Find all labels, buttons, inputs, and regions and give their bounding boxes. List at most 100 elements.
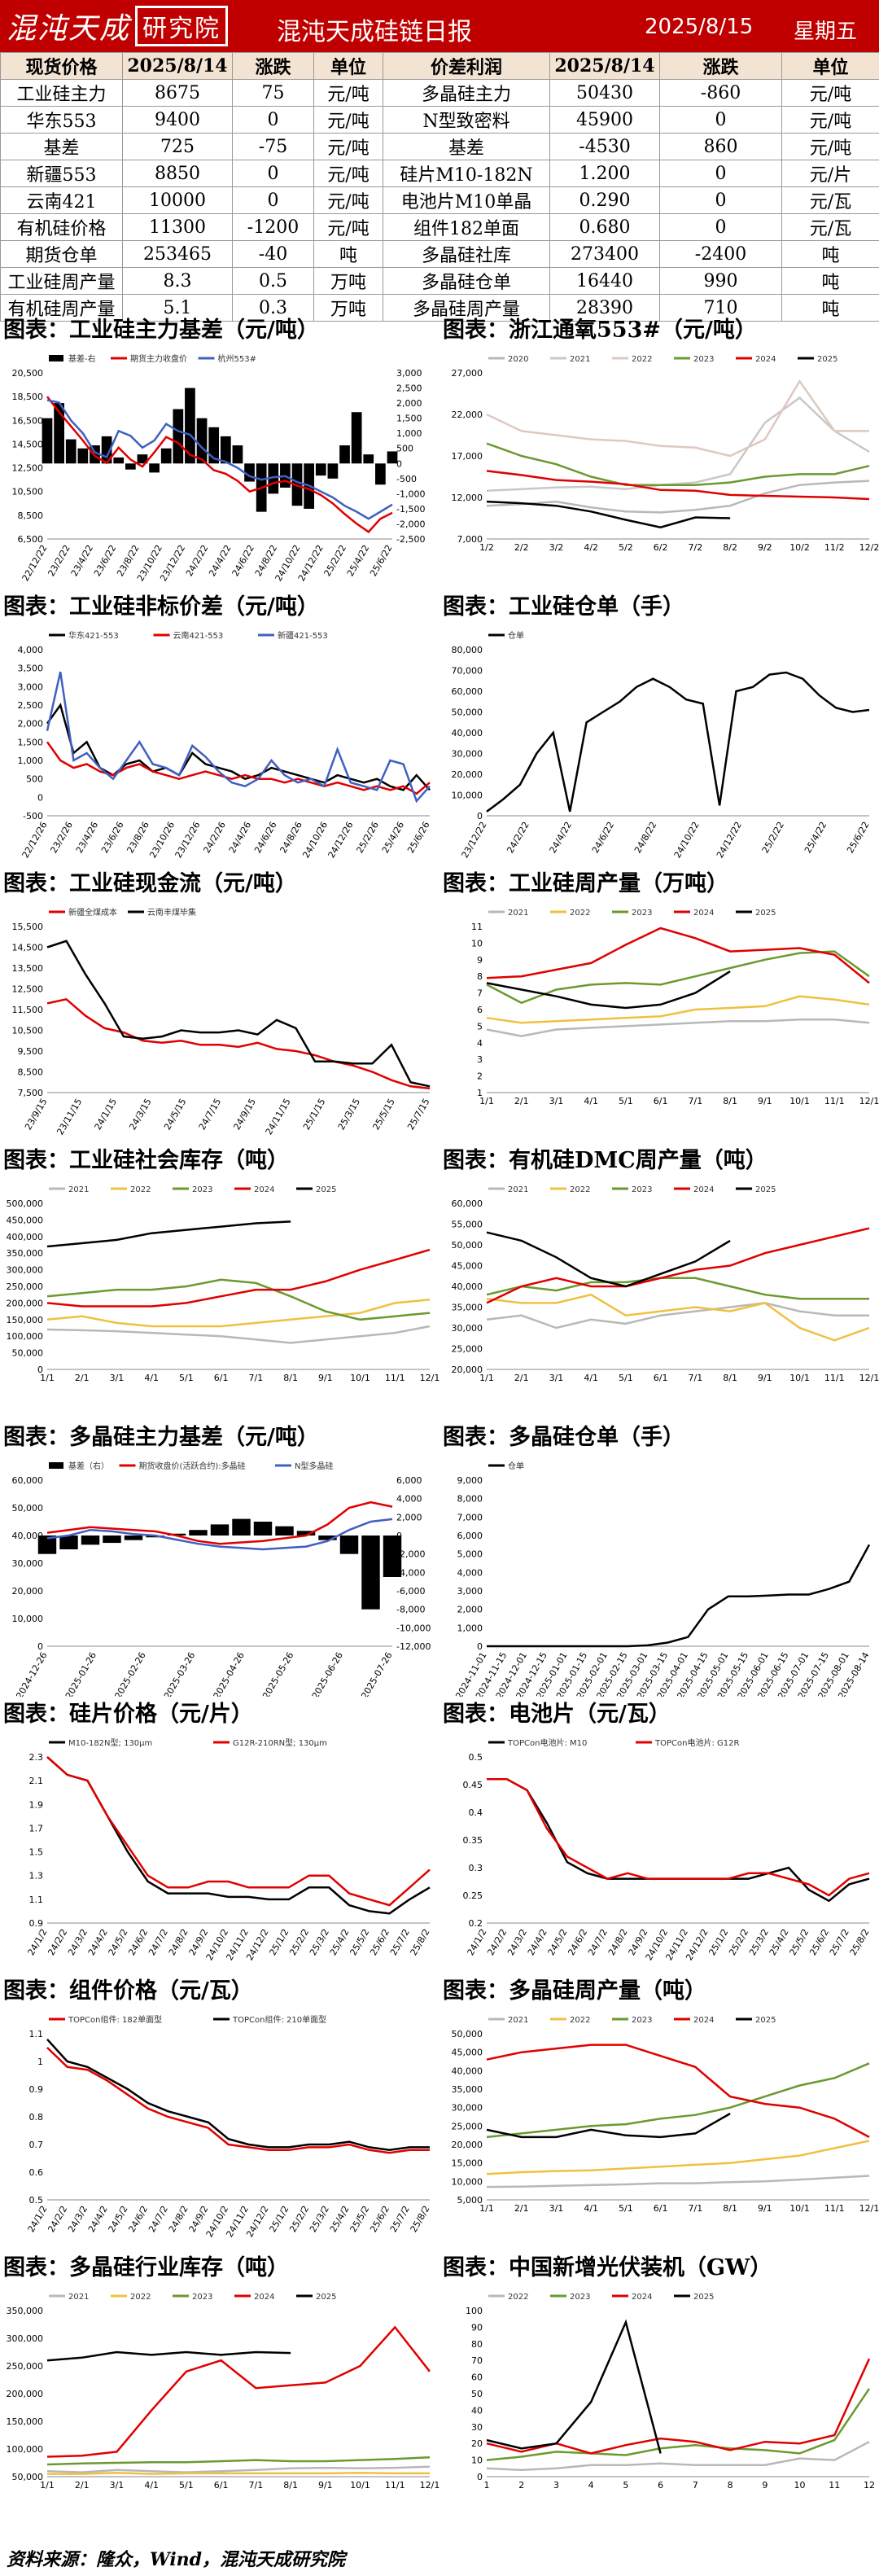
x-tick-label: 25/5/15 (370, 1097, 396, 1132)
legend-item: 2024 (736, 355, 776, 364)
bar-mark (351, 412, 362, 464)
chart-svg: 基差（右） 期货收盘价(活跃合约):多晶硅 N型多晶硅 0 10,000 20,000 30… (12, 1461, 431, 1697)
legend-label: 2023 (632, 2016, 652, 2025)
table-row: 华东553 9400 0 元/吨 N型致密料 45900 0 元/吨 (0, 106, 879, 134)
series-line (46, 1500, 393, 1545)
x-tick-label: 4/1 (144, 1373, 159, 1383)
x-tick-label: 11/1 (385, 2480, 405, 2491)
legend-item: 云南421-553 (153, 630, 223, 641)
legend-item: 2022 (550, 2016, 590, 2025)
y-tick-label: 45,000 (452, 2048, 483, 2058)
x-tick-label: 6/2 (654, 542, 668, 553)
legend-item: 2021 (49, 2293, 89, 2302)
series-line (487, 1544, 871, 1648)
y-tick-label: 2,000 (18, 719, 44, 729)
series-line (46, 2465, 431, 2473)
legend-item: M10-182N型; 130μm (49, 1737, 152, 1748)
chart-title: 图表：多晶硅主力基差（元/吨） (3, 1425, 319, 1450)
y-tick-label: 100 (466, 2306, 483, 2316)
table-cell: 元/吨 (313, 160, 383, 187)
x-tick-label: 6 (658, 2480, 663, 2491)
x-tick-label: 11/1 (385, 1373, 405, 1383)
x-tick-label: 25/2/22 (760, 820, 786, 855)
x-tick-label: 25/6/22 (845, 820, 871, 855)
x-tick-label: 3/1 (549, 2203, 564, 2214)
x-tick-label: 22/12/22 (20, 543, 50, 583)
report-weekday: 星期五 (794, 20, 858, 44)
series-line (486, 2140, 870, 2175)
legend-item: N型多晶硅 (275, 1461, 333, 1471)
legend-item: 基差（右） (49, 1461, 109, 1471)
series-line (486, 470, 870, 501)
y-tick-label: 3,000 (457, 1586, 483, 1597)
x-tick-label: 3/2 (549, 542, 564, 553)
legend-item: 云南丰煤毕集 (128, 907, 196, 918)
table-cell: 元/瓦 (781, 186, 879, 214)
table-header-cell: 单位 (781, 52, 879, 80)
price-table: 现货价格 2025/8/14 涨跌 单位 价差利润 2025/8/14 涨跌 单位 工业硅主力… (0, 52, 879, 322)
x-tick-label: 24/9/15 (232, 1097, 258, 1132)
legend-item: 2021 (488, 1185, 528, 1194)
x-tick-label: 2/1 (514, 1096, 529, 1106)
y-tick-label: 100,000 (7, 1331, 44, 1342)
x-tick-label: 11/1 (824, 2203, 845, 2214)
legend-label: 仓单 (508, 1461, 524, 1471)
legend-item: 2025 (736, 2016, 776, 2025)
chart-title: 图表：组件价格（元/瓦） (3, 1978, 253, 2004)
legend-label: 2024 (755, 355, 776, 364)
series-line (486, 1227, 870, 1304)
x-tick-label: 7/1 (689, 2203, 703, 2214)
series-line (46, 2038, 430, 2152)
x-tick-label: 7 (693, 2480, 698, 2491)
legend-label: 基差（右） (68, 1461, 109, 1471)
chart-panel: 图表：多晶硅周产量（吨） 2021 2022 2023 2024 2025 5,000 10,… (440, 1977, 879, 2252)
y-tick-label: 7,000 (457, 534, 483, 545)
chart-svg: TOPCon电池片: M10 TOPCon电池片: G12R 0.2 0.25 0.3 0… (463, 1737, 872, 1962)
y-tick-label: 12,000 (452, 493, 483, 503)
y-tick-label: 8 (477, 971, 483, 982)
y-tick-label: 45,000 (452, 1261, 483, 1272)
bar-mark (124, 1536, 143, 1540)
y-tick-label: 10 (471, 2456, 483, 2466)
x-tick-label: 9/1 (758, 1096, 772, 1106)
y-tick-label: 7 (477, 988, 483, 999)
table-cell: 组件182单面 (383, 213, 550, 241)
x-tick-label: 24/8/22 (632, 820, 658, 855)
x-tick-label: 25/8/2 (409, 1927, 432, 1957)
bar-mark (327, 463, 339, 479)
x-tick-label: 2025-01-26 (63, 1650, 98, 1697)
table-row: 工业硅周产量 8.3 0.5 万吨 多晶硅仓单 16440 990 吨 (0, 267, 879, 295)
y-tick-label: 30,000 (12, 1558, 44, 1569)
x-tick-label: 1/2 (479, 542, 494, 553)
series-line (486, 671, 870, 813)
x-tick-label: 2025-04-26 (212, 1650, 247, 1697)
series-line (46, 671, 431, 804)
y-tick-label: 55,000 (452, 1220, 483, 1230)
legend-label: 2025 (316, 1185, 336, 1194)
x-tick-label: 8/1 (283, 1373, 298, 1383)
x-tick-label: 7/2 (689, 542, 703, 553)
table-cell: -75 (232, 133, 314, 160)
x-tick-label: 2/1 (75, 1373, 90, 1383)
chart-panel: 图表：有机硅DMC周产量（吨） 2021 2022 2023 2024 2025 20,00… (440, 1146, 879, 1422)
legend-label: 华东421-553 (68, 630, 119, 641)
chart-title: 图表：多晶硅仓单（手） (443, 1425, 684, 1450)
y-tick-label: 50 (471, 2389, 483, 2399)
table-cell: 273400 (549, 240, 660, 268)
y-tick-label: 25,000 (452, 2121, 483, 2131)
x-tick-label: 23/2/26 (48, 820, 74, 855)
x-tick-label: 2025-05-26 (260, 1650, 295, 1697)
y-tick-label: 1,000 (18, 756, 44, 766)
y-tick-label: 100,000 (7, 2444, 44, 2455)
y-tick-label: 40 (471, 2405, 483, 2416)
x-tick-label: 9/1 (758, 2203, 772, 2214)
bar-mark (375, 463, 386, 485)
chart-title: 图表：工业硅现金流（元/吨） (3, 871, 297, 896)
table-cell: 8850 (122, 160, 233, 187)
legend-label: 2022 (508, 2293, 528, 2302)
y-tick-label: 0.35 (463, 1835, 483, 1846)
x-tick-label: 1/1 (479, 1373, 494, 1383)
chart-panel: 图表：电池片（元/瓦） TOPCon电池片: M10 TOPCon电池片: G12R… (440, 1700, 879, 1975)
y-tick-label: 200,000 (7, 1298, 44, 1308)
legend-item: 2025 (674, 2293, 714, 2302)
